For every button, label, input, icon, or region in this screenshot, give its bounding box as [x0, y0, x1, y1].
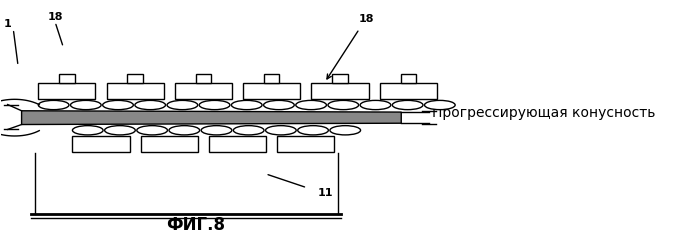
- Ellipse shape: [167, 100, 198, 110]
- Ellipse shape: [199, 100, 230, 110]
- Ellipse shape: [137, 126, 168, 135]
- Ellipse shape: [424, 100, 455, 110]
- Bar: [128, 74, 143, 83]
- Ellipse shape: [201, 126, 232, 135]
- Text: 11: 11: [318, 187, 333, 197]
- Ellipse shape: [135, 100, 165, 110]
- Ellipse shape: [169, 126, 200, 135]
- Ellipse shape: [265, 126, 296, 135]
- Bar: [141, 136, 198, 152]
- Bar: [73, 136, 130, 152]
- Bar: [59, 74, 75, 83]
- Bar: [38, 83, 96, 99]
- Bar: [277, 136, 334, 152]
- Ellipse shape: [298, 126, 328, 135]
- Ellipse shape: [296, 100, 327, 110]
- Bar: [243, 83, 300, 99]
- Text: 18: 18: [48, 12, 64, 22]
- Text: Прогрессирующая конусность: Прогрессирующая конусность: [432, 106, 655, 120]
- Ellipse shape: [392, 100, 423, 110]
- Bar: [174, 83, 232, 99]
- Bar: [380, 83, 437, 99]
- Ellipse shape: [233, 126, 264, 135]
- Bar: [264, 74, 279, 83]
- Bar: [195, 74, 211, 83]
- Polygon shape: [22, 111, 401, 124]
- Ellipse shape: [330, 126, 361, 135]
- Bar: [311, 83, 369, 99]
- Ellipse shape: [232, 100, 262, 110]
- Ellipse shape: [70, 100, 101, 110]
- Text: 1: 1: [4, 19, 12, 29]
- Ellipse shape: [103, 100, 133, 110]
- Bar: [332, 74, 348, 83]
- Ellipse shape: [328, 100, 359, 110]
- Ellipse shape: [38, 100, 69, 110]
- Ellipse shape: [264, 100, 295, 110]
- Text: 18: 18: [359, 14, 374, 24]
- Text: ФИГ.8: ФИГ.8: [166, 216, 225, 234]
- Ellipse shape: [73, 126, 103, 135]
- Ellipse shape: [360, 100, 391, 110]
- Bar: [401, 74, 416, 83]
- Bar: [107, 83, 164, 99]
- Bar: [209, 136, 266, 152]
- Ellipse shape: [105, 126, 135, 135]
